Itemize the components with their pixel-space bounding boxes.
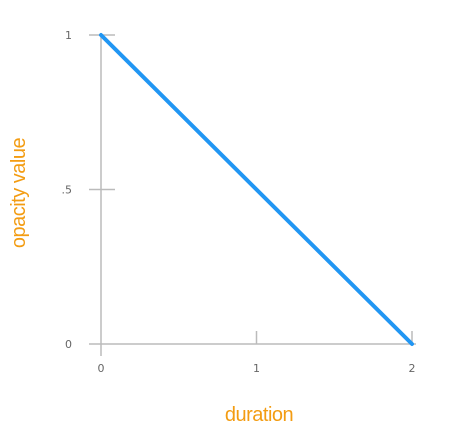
y-tick-label: .5 xyxy=(62,184,73,197)
x-tick-label: 0 xyxy=(98,362,105,375)
y-axis-title: opacity value xyxy=(8,138,30,249)
axes xyxy=(89,35,416,356)
x-ticks: 0 1 2 xyxy=(98,331,416,375)
x-axis-title: duration xyxy=(225,404,293,426)
x-tick-label: 1 xyxy=(253,362,260,375)
x-tick-label: 2 xyxy=(409,362,416,375)
series-line xyxy=(99,33,414,346)
y-tick-label: 1 xyxy=(65,29,72,42)
series-layer xyxy=(99,33,414,346)
y-ticks: 0.51 xyxy=(62,29,115,351)
y-tick-label: 0 xyxy=(65,338,72,351)
